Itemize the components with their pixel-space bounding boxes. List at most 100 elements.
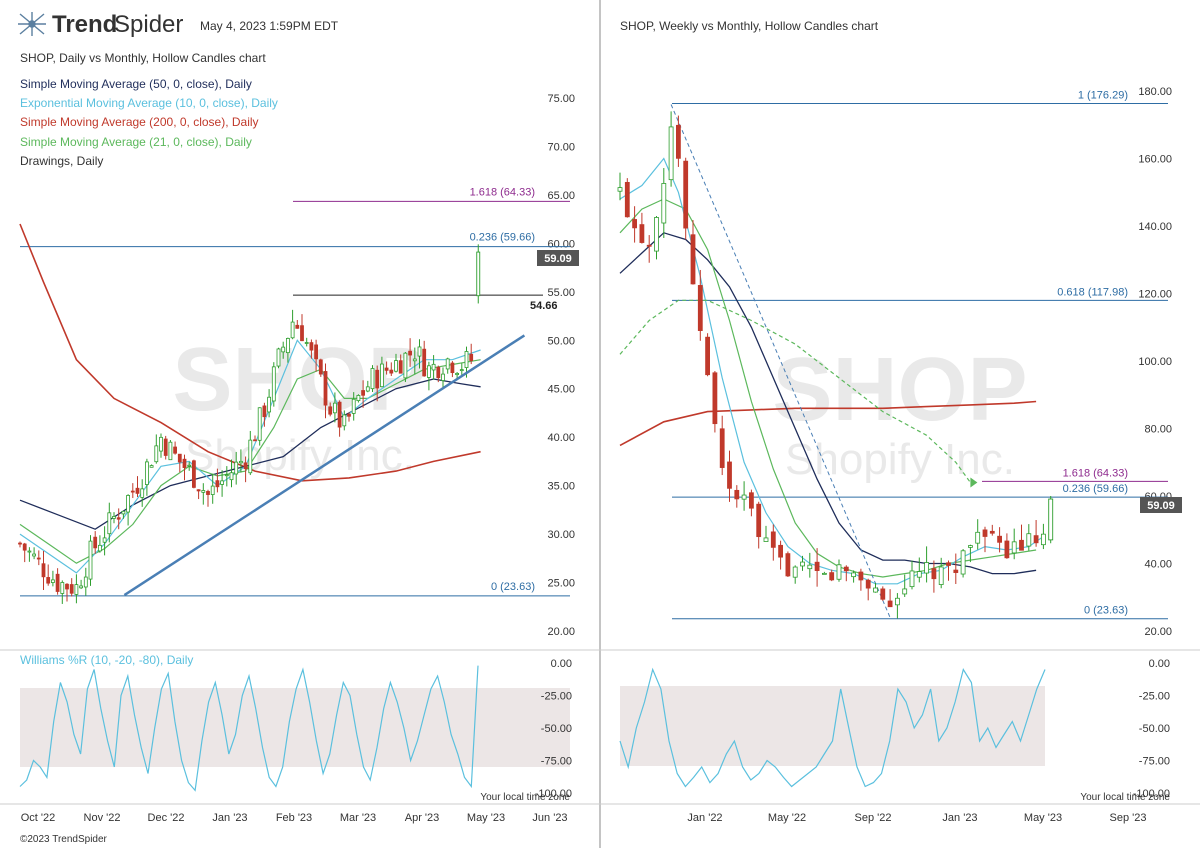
left-candle-body [187,464,192,467]
left-fib-label: 0.236 (59.66) [470,232,535,244]
right-candle-body [997,535,1002,543]
legend-sma21[interactable]: Simple Moving Average (21, 0, close), Da… [20,135,252,149]
left-candle-body [126,495,130,513]
left-candle-body [318,359,323,375]
brand-logo: Trend Spider [18,11,183,38]
right-candle-body [865,579,871,589]
right-fib-label: 0 (23.63) [1084,605,1128,617]
left-candle-body [154,445,159,463]
left-candle-body [243,462,248,470]
legend-drawings[interactable]: Drawings, Daily [20,154,103,168]
left-y-tick-label: 40.00 [547,432,575,444]
right-candle-body [829,572,835,581]
left-candle-body [441,373,445,381]
left-y-tick-label: 65.00 [547,190,575,202]
left-candle-body [285,338,290,354]
left-candle-body [22,543,27,551]
right-y-tick-label: 80.00 [1144,424,1172,436]
right-y-tick-label: 180.00 [1138,86,1172,98]
left-candle-body [347,413,351,417]
left-candle-body [135,487,140,494]
left-candle-body [257,407,262,441]
left-candle-body [27,550,32,553]
left-candle-body [140,488,145,498]
right-x-tick-label: Sep '22 [855,812,892,824]
right-y-tick-label: 120.00 [1138,289,1172,301]
right-x-axis: Jan '22 May '22 Sep '22 Jan '23 May '23 Sep '… [687,812,1146,824]
left-candle-body [445,358,450,370]
left-candle-body [234,461,239,475]
right-y-tick-label: 20.00 [1144,626,1172,638]
right-candle-body [705,336,710,376]
left-candle-body [300,325,304,342]
right-candle-body [807,564,813,570]
right-candle-body [953,569,959,573]
left-candle-body [271,366,276,402]
right-candle-body [785,553,791,577]
left-sma50-line [19,378,481,530]
right-candle-body [822,572,827,575]
copyright: ©2023 TrendSpider [20,834,108,845]
right-candle-body [938,566,944,585]
right-candle-body [982,529,988,537]
legend-sma200[interactable]: Simple Moving Average (200, 0, close), D… [20,115,259,129]
right-y-tick-label: 160.00 [1138,154,1172,166]
right-wr-tick-label: -25.00 [1139,691,1170,703]
legend-ema10[interactable]: Exponential Moving Average (10, 0, close… [20,96,278,110]
left-candle-body [51,579,55,583]
left-candle-body [309,342,314,351]
left-candle-body [394,360,398,372]
left-wr-tick-label: 0.00 [551,658,572,670]
right-candle-body [632,219,637,229]
timestamp: May 4, 2023 1:59PM EDT [200,19,339,33]
left-candle-body [229,472,234,481]
left-x-tick-label: Mar '23 [340,812,376,824]
watermark-ticker: SHOP [172,330,427,430]
right-candle-body [778,544,783,558]
right-local-time: Your local time zone [1080,792,1170,803]
right-x-tick-label: May '23 [1024,812,1062,824]
left-candle-body [328,406,333,415]
right-candle-body [668,126,674,181]
left-candle-body [323,371,328,406]
right-fib-label: 0.618 (117.98) [1057,286,1128,298]
left-candle-body [220,480,225,485]
right-wr-tick-label: -50.00 [1139,723,1170,735]
right-x-tick-label: Jan '22 [687,812,722,824]
right-candle-body [712,372,718,425]
right-candle-body [1048,498,1054,541]
left-candle-body [417,346,422,357]
left-y-tick-label: 75.00 [547,93,575,105]
right-candle-body [814,561,820,571]
right-candle-body [654,217,659,252]
left-candle-body [412,358,417,362]
right-candle-body [756,503,762,538]
left-candle-body [398,360,403,374]
right-x-tick-label: May '22 [768,812,806,824]
left-y-tick-label: 45.00 [547,384,575,396]
right-candle-body [749,492,754,509]
legend-sma50[interactable]: Simple Moving Average (50, 0, close), Da… [20,77,252,91]
left-candle-body [267,396,272,413]
left-x-tick-label: Apr '23 [405,812,440,824]
right-wr-tick-label: 0.00 [1149,658,1170,670]
right-candle-body [741,494,747,500]
right-candle-body [624,181,630,218]
left-candle-body [168,441,173,461]
left-y-tick-label: 20.00 [547,626,575,638]
right-candle-body [887,600,893,608]
right-fib-label: 1 (176.29) [1078,90,1128,102]
left-candle-body [337,401,342,428]
left-candle-body [98,544,102,552]
left-candle-body [365,386,370,392]
left-candle-body [281,346,286,353]
right-wr-band [620,686,1045,766]
right-candle-body [916,571,922,578]
left-candle-body [41,563,46,578]
right-fib-label: 1.618 (64.33) [1063,467,1128,479]
right-candle-body [763,537,769,542]
right-wr-axis: 0.00 -25.00 -50.00 -75.00 -100.00 [1133,658,1170,800]
left-candle-body [149,465,154,468]
left-fib-label: 1.618 (64.33) [470,186,535,198]
